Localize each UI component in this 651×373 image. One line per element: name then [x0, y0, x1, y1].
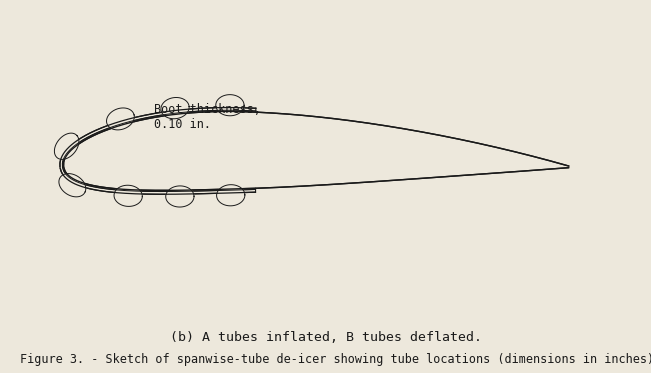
Polygon shape	[114, 185, 143, 206]
Text: Boot thickness,
0.10 in.: Boot thickness, 0.10 in.	[154, 103, 261, 131]
Polygon shape	[217, 185, 245, 206]
Text: (b) A tubes inflated, B tubes deflated.: (b) A tubes inflated, B tubes deflated.	[169, 331, 482, 344]
Polygon shape	[161, 97, 189, 119]
Polygon shape	[166, 186, 194, 207]
Text: Figure 3. - Sketch of spanwise-tube de-icer showing tube locations (dimensions i: Figure 3. - Sketch of spanwise-tube de-i…	[20, 352, 651, 366]
Polygon shape	[215, 95, 244, 116]
Polygon shape	[107, 108, 134, 130]
Polygon shape	[55, 133, 79, 159]
Polygon shape	[59, 173, 86, 197]
